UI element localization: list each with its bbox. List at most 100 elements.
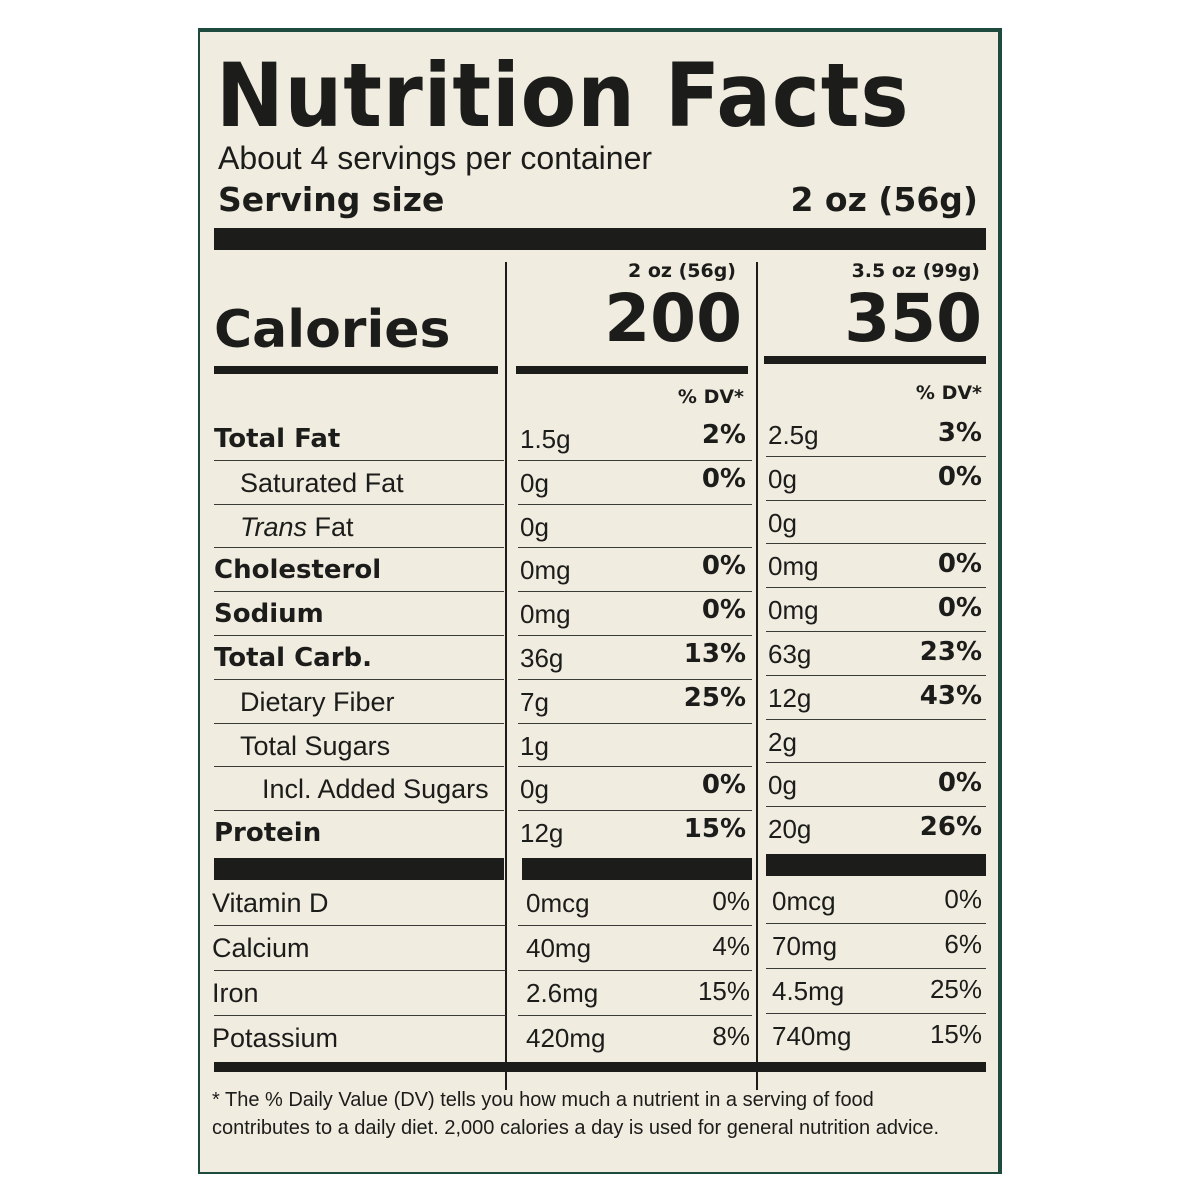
row-rule-col1	[518, 722, 752, 724]
nutrient-amount-col2: 12g	[768, 682, 812, 713]
label-title: Nutrition Facts	[216, 44, 910, 147]
nutrient-amount-col2: 0mg	[768, 551, 819, 582]
calories-label: Calories	[214, 300, 451, 360]
nutrient-dv-col2: 0%	[937, 549, 982, 580]
nutrient-label: Incl. Added Sugars	[262, 774, 489, 805]
row-rule-label	[214, 503, 504, 505]
nutrient-amount-col2: 0mg	[768, 595, 819, 626]
row-rule-col2	[766, 499, 986, 501]
nutrient-dv-col1: 15%	[683, 814, 746, 845]
nutrient-label: Dietary Fiber	[240, 686, 395, 717]
vitamin-dv-col1: 0%	[712, 886, 750, 916]
vitamin-amount-col2: 70mg	[772, 931, 838, 961]
nutrient-amount-col1: 0mg	[520, 555, 571, 586]
vitamin-amount-col1: 40mg	[526, 933, 592, 963]
nutrient-amount-col1: 1.5g	[520, 424, 571, 454]
nutrient-label: Total Sugars	[240, 730, 391, 761]
row-rule-col1	[518, 766, 752, 768]
vitamin-label: Iron	[212, 978, 259, 1008]
nutrient-dv-col2: 0%	[937, 461, 982, 492]
column-1-header: 2 oz (56g)	[628, 260, 736, 282]
nutrient-label: Trans Fat	[240, 511, 354, 542]
vitamin-dv-col1: 4%	[712, 931, 750, 961]
nutrient-amount-col2: 20g	[768, 814, 812, 845]
nutrient-amount-col1: 0g	[520, 511, 549, 542]
vitamin-rule-col2	[766, 968, 986, 969]
nutrient-label: Sodium	[214, 599, 324, 630]
row-rule-label	[214, 810, 504, 812]
vitamin-amount-col1: 420mg	[526, 1023, 606, 1053]
nutrient-amount-col2: 2.5g	[768, 420, 819, 450]
nutrient-amount-col2: 0g	[768, 507, 797, 538]
column-2-dv-header: % DV*	[915, 382, 982, 404]
vitamin-rule-col1	[518, 925, 752, 926]
nutrient-label-italic: Trans	[240, 511, 308, 542]
nutrient-amount-col1: 7g	[520, 686, 549, 717]
row-rule-col1	[518, 678, 752, 680]
nutrient-amount-col2: 0g	[768, 770, 797, 801]
nutrient-dv-col1: 0%	[701, 551, 746, 582]
nutrient-dv-col2: 43%	[919, 680, 982, 711]
vitamin-amount-col1: 0mcg	[526, 888, 590, 918]
nutrient-dv-col2: 23%	[919, 637, 982, 667]
row-rule-col2	[766, 631, 986, 632]
vitamin-rule-col2	[766, 1013, 986, 1014]
nutrient-amount-col2: 0g	[768, 463, 797, 494]
calories-rule-col2	[764, 356, 986, 364]
nutrient-label: Total Fat	[214, 424, 341, 454]
column-1-dv-header: % DV*	[677, 386, 744, 408]
nutrition-facts-label: Nutrition Facts About 4 servings per con…	[200, 32, 998, 1172]
nutrient-dv-col1: 0%	[701, 770, 746, 801]
vitamin-dv-col2: 25%	[929, 974, 982, 1004]
calories-rule-col1	[516, 366, 748, 374]
vitamin-label: Vitamin D	[212, 888, 329, 918]
nutrient-label: Total Carb.	[214, 643, 373, 673]
thick-divider-vitamins-col1	[522, 858, 752, 880]
vitamin-amount-col2: 0mcg	[772, 886, 836, 916]
serving-size-label: Serving size	[218, 180, 445, 219]
column-2-header: 3.5 oz (99g)	[851, 260, 980, 282]
vitamin-rule-col1	[518, 1015, 752, 1016]
row-rule-col1	[518, 810, 752, 812]
nutrient-dv-col1: 13%	[683, 639, 746, 669]
nutrient-dv-col2: 26%	[919, 812, 982, 843]
row-rule-col1	[518, 591, 752, 593]
row-rule-col1	[518, 503, 752, 505]
vitamin-label: Calcium	[212, 933, 310, 963]
vitamin-rule-label	[214, 970, 506, 971]
row-rule-col2	[766, 587, 986, 589]
row-rule-label	[214, 678, 504, 680]
vitamin-label: Potassium	[212, 1023, 339, 1053]
vitamin-amount-col2: 4.5mg	[772, 976, 845, 1006]
serving-size-value: 2 oz (56g)	[790, 180, 978, 219]
row-rule-label	[214, 635, 504, 636]
column-divider-2	[756, 262, 758, 1090]
nutrient-amount-col1: 0g	[520, 774, 549, 805]
row-rule-col2	[766, 718, 986, 720]
row-rule-col2	[766, 762, 986, 764]
vitamin-rule-label	[214, 1015, 506, 1016]
nutrient-amount-col1: 0g	[520, 467, 549, 498]
nutrient-label: Protein	[214, 818, 322, 849]
nutrient-dv-col2: 3%	[937, 418, 982, 448]
row-rule-col2	[766, 455, 986, 457]
vitamin-rule-label	[214, 925, 506, 926]
thick-divider-bottom	[214, 1062, 986, 1072]
row-rule-label	[214, 722, 504, 724]
row-rule-col1	[518, 635, 752, 636]
nutrient-dv-col1: 0%	[701, 595, 746, 626]
thick-divider-vitamins-label	[214, 858, 504, 880]
nutrient-label: Cholesterol	[214, 555, 382, 586]
nutrient-dv-col2: 0%	[937, 593, 982, 624]
vitamin-dv-col2: 15%	[929, 1019, 982, 1049]
nutrient-dv-col1: 2%	[701, 420, 746, 450]
row-rule-col2	[766, 674, 986, 676]
thick-divider-top	[214, 228, 986, 250]
row-rule-col1	[518, 547, 752, 549]
row-rule-label	[214, 459, 504, 461]
vitamin-dv-col1: 15%	[697, 976, 750, 1006]
vitamin-rule-col1	[518, 970, 752, 971]
vitamin-rule-col2	[766, 923, 986, 924]
column-2-calories: 350	[844, 280, 982, 357]
row-rule-label	[214, 591, 504, 593]
